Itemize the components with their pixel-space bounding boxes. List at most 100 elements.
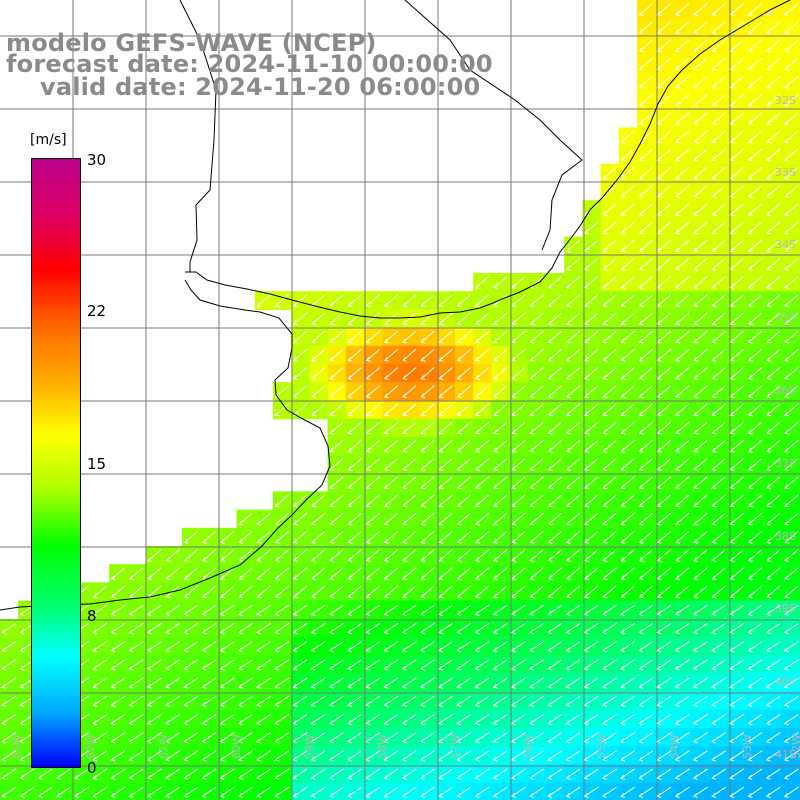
wind-arrow (347, 695, 362, 707)
wind-arrow (711, 695, 726, 707)
wind-arrow (493, 585, 508, 599)
wind-arrow (583, 750, 599, 762)
wind-arrow (510, 768, 526, 780)
wind-arrow (438, 421, 453, 435)
wind-arrow (256, 677, 271, 689)
wind-arrow (547, 713, 563, 726)
lat-label: 35S (775, 311, 796, 324)
wind-arrow (638, 403, 653, 417)
wind-arrow (146, 713, 162, 726)
wind-arrow (692, 768, 708, 780)
wind-arrow (165, 695, 180, 707)
wind-arrow (638, 622, 654, 635)
wind-arrow (402, 458, 417, 471)
wind-arrow (183, 641, 199, 653)
wind-arrow (765, 604, 781, 616)
wind-arrow (601, 713, 617, 726)
wind-arrow (438, 348, 453, 362)
wind-arrow (766, 458, 781, 471)
wind-arrow (638, 21, 653, 35)
wind-arrow (747, 276, 763, 289)
wind-arrow (401, 604, 417, 616)
wind-arrow (165, 786, 180, 798)
wind-arrow (347, 476, 362, 490)
wind-arrow (547, 530, 562, 544)
wind-arrow (638, 421, 653, 435)
wind-arrow (584, 512, 599, 526)
wind-arrow (492, 641, 508, 653)
wind-arrow (565, 494, 581, 508)
wind-arrow (529, 732, 544, 744)
wind-arrow (656, 276, 672, 289)
wind-arrow (675, 458, 690, 471)
wind-arrow (474, 458, 490, 471)
wind-arrow (292, 659, 308, 671)
wind-arrow (693, 130, 708, 144)
wind-arrow (766, 585, 781, 599)
wind-arrow (693, 257, 708, 271)
wind-arrow (547, 330, 562, 344)
wind-arrow (638, 494, 653, 508)
wind-arrow (420, 494, 435, 508)
wind-arrow (638, 659, 654, 671)
wind-arrow (620, 732, 635, 744)
wind-arrow (456, 768, 472, 780)
wind-arrow (493, 530, 508, 544)
wind-arrow (693, 94, 708, 107)
wind-arrow (547, 403, 562, 417)
wind-arrow (420, 294, 435, 308)
wind-arrow (438, 659, 453, 671)
wind-arrow (456, 312, 471, 326)
lat-label: 37S (775, 457, 796, 470)
wind-arrow (329, 494, 344, 508)
wind-arrow (766, 512, 781, 526)
wind-arrow (729, 257, 744, 271)
wind-arrow (620, 130, 635, 144)
wind-arrow (656, 786, 672, 798)
wind-arrow (529, 659, 544, 671)
wind-arrow (711, 403, 726, 417)
wind-arrow (784, 494, 799, 508)
wind-arrow (438, 786, 453, 798)
wind-arrow (383, 786, 399, 798)
wind-arrow (529, 385, 544, 399)
wind-arrow (693, 203, 708, 217)
wind-arrow (383, 622, 399, 635)
wind-arrow (601, 786, 617, 798)
wind-arrow (511, 585, 526, 599)
wind-arrow (347, 549, 362, 562)
wind-arrow (237, 677, 253, 689)
wind-arrow (92, 732, 108, 744)
wind-arrow (656, 21, 672, 35)
wind-arrow (146, 695, 162, 707)
wind-arrow (55, 768, 71, 780)
wind-arrow (620, 585, 635, 599)
wind-arrow (693, 421, 708, 435)
wind-arrow (274, 786, 290, 798)
wind-arrow (237, 768, 253, 780)
wind-arrow (474, 567, 490, 581)
wind-arrow (729, 786, 745, 798)
wind-arrow (547, 585, 562, 599)
wind-arrow (511, 549, 526, 562)
wind-arrow (165, 732, 180, 744)
wind-arrow (328, 695, 344, 707)
wind-arrow (383, 549, 399, 562)
wind-arrow (693, 312, 708, 326)
wind-arrow (675, 203, 690, 217)
wind-arrow (92, 713, 108, 726)
wind-arrow (656, 585, 672, 599)
wind-arrow (729, 622, 745, 635)
wind-arrow (438, 768, 453, 780)
wind-arrow (237, 786, 253, 798)
wind-arrow (638, 549, 653, 562)
wind-arrow (565, 604, 581, 616)
wind-arrow (147, 567, 162, 581)
wind-arrow (311, 403, 326, 417)
wind-arrow (128, 768, 144, 780)
wind-arrow (747, 57, 763, 71)
wind-arrow (347, 530, 362, 544)
wind-vectors (1, 3, 799, 798)
wind-arrow (766, 94, 781, 107)
